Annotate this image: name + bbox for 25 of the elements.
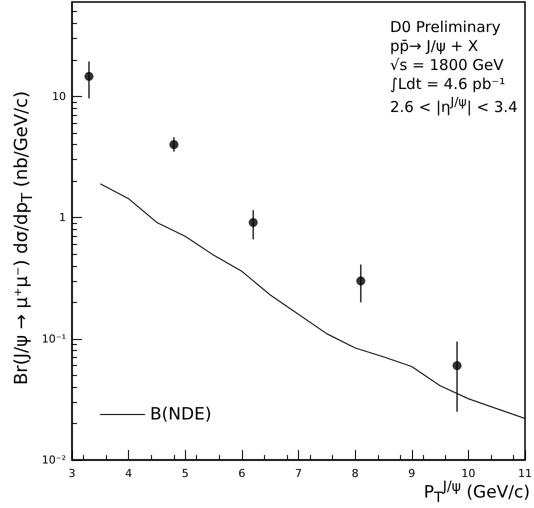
y-tick-label: 1 — [59, 211, 66, 224]
y-tick-label: 10⁻² — [42, 454, 66, 466]
x-tick-label: 9 — [408, 467, 416, 480]
x-tick-label: 3 — [68, 467, 76, 480]
annotation: pp̄→ J/ψ + X — [390, 37, 478, 55]
x-tick-label: 10 — [461, 467, 476, 480]
x-tick-label: 8 — [352, 467, 359, 480]
annotation: √s = 1800 GeV — [390, 56, 504, 74]
x-tick-label: 5 — [182, 467, 189, 480]
x-tick-label: 11 — [518, 467, 532, 480]
legend-label: B(NDE) — [150, 404, 212, 424]
point — [84, 72, 94, 81]
point — [169, 140, 178, 150]
y-tick-label: 10 — [52, 90, 66, 103]
annotation: D0 Preliminary — [390, 18, 501, 36]
x-axis-title: P$_{T}$$^{J/ψ}$ (GeV/c) — [424, 479, 530, 506]
annotation: ∫Ldt = 4.6 pb⁻¹ — [390, 75, 506, 93]
x-tick-label: 4 — [125, 467, 132, 480]
point — [452, 361, 462, 370]
x-tick-label: 7 — [295, 467, 302, 480]
point — [248, 218, 258, 228]
y-tick-label: 10⁻¹ — [42, 332, 66, 346]
annotation: 2.6 < |η$^{J/ψ}$| < 3.4 — [390, 94, 518, 116]
x-tick-label: 6 — [238, 467, 246, 480]
point — [356, 276, 366, 286]
